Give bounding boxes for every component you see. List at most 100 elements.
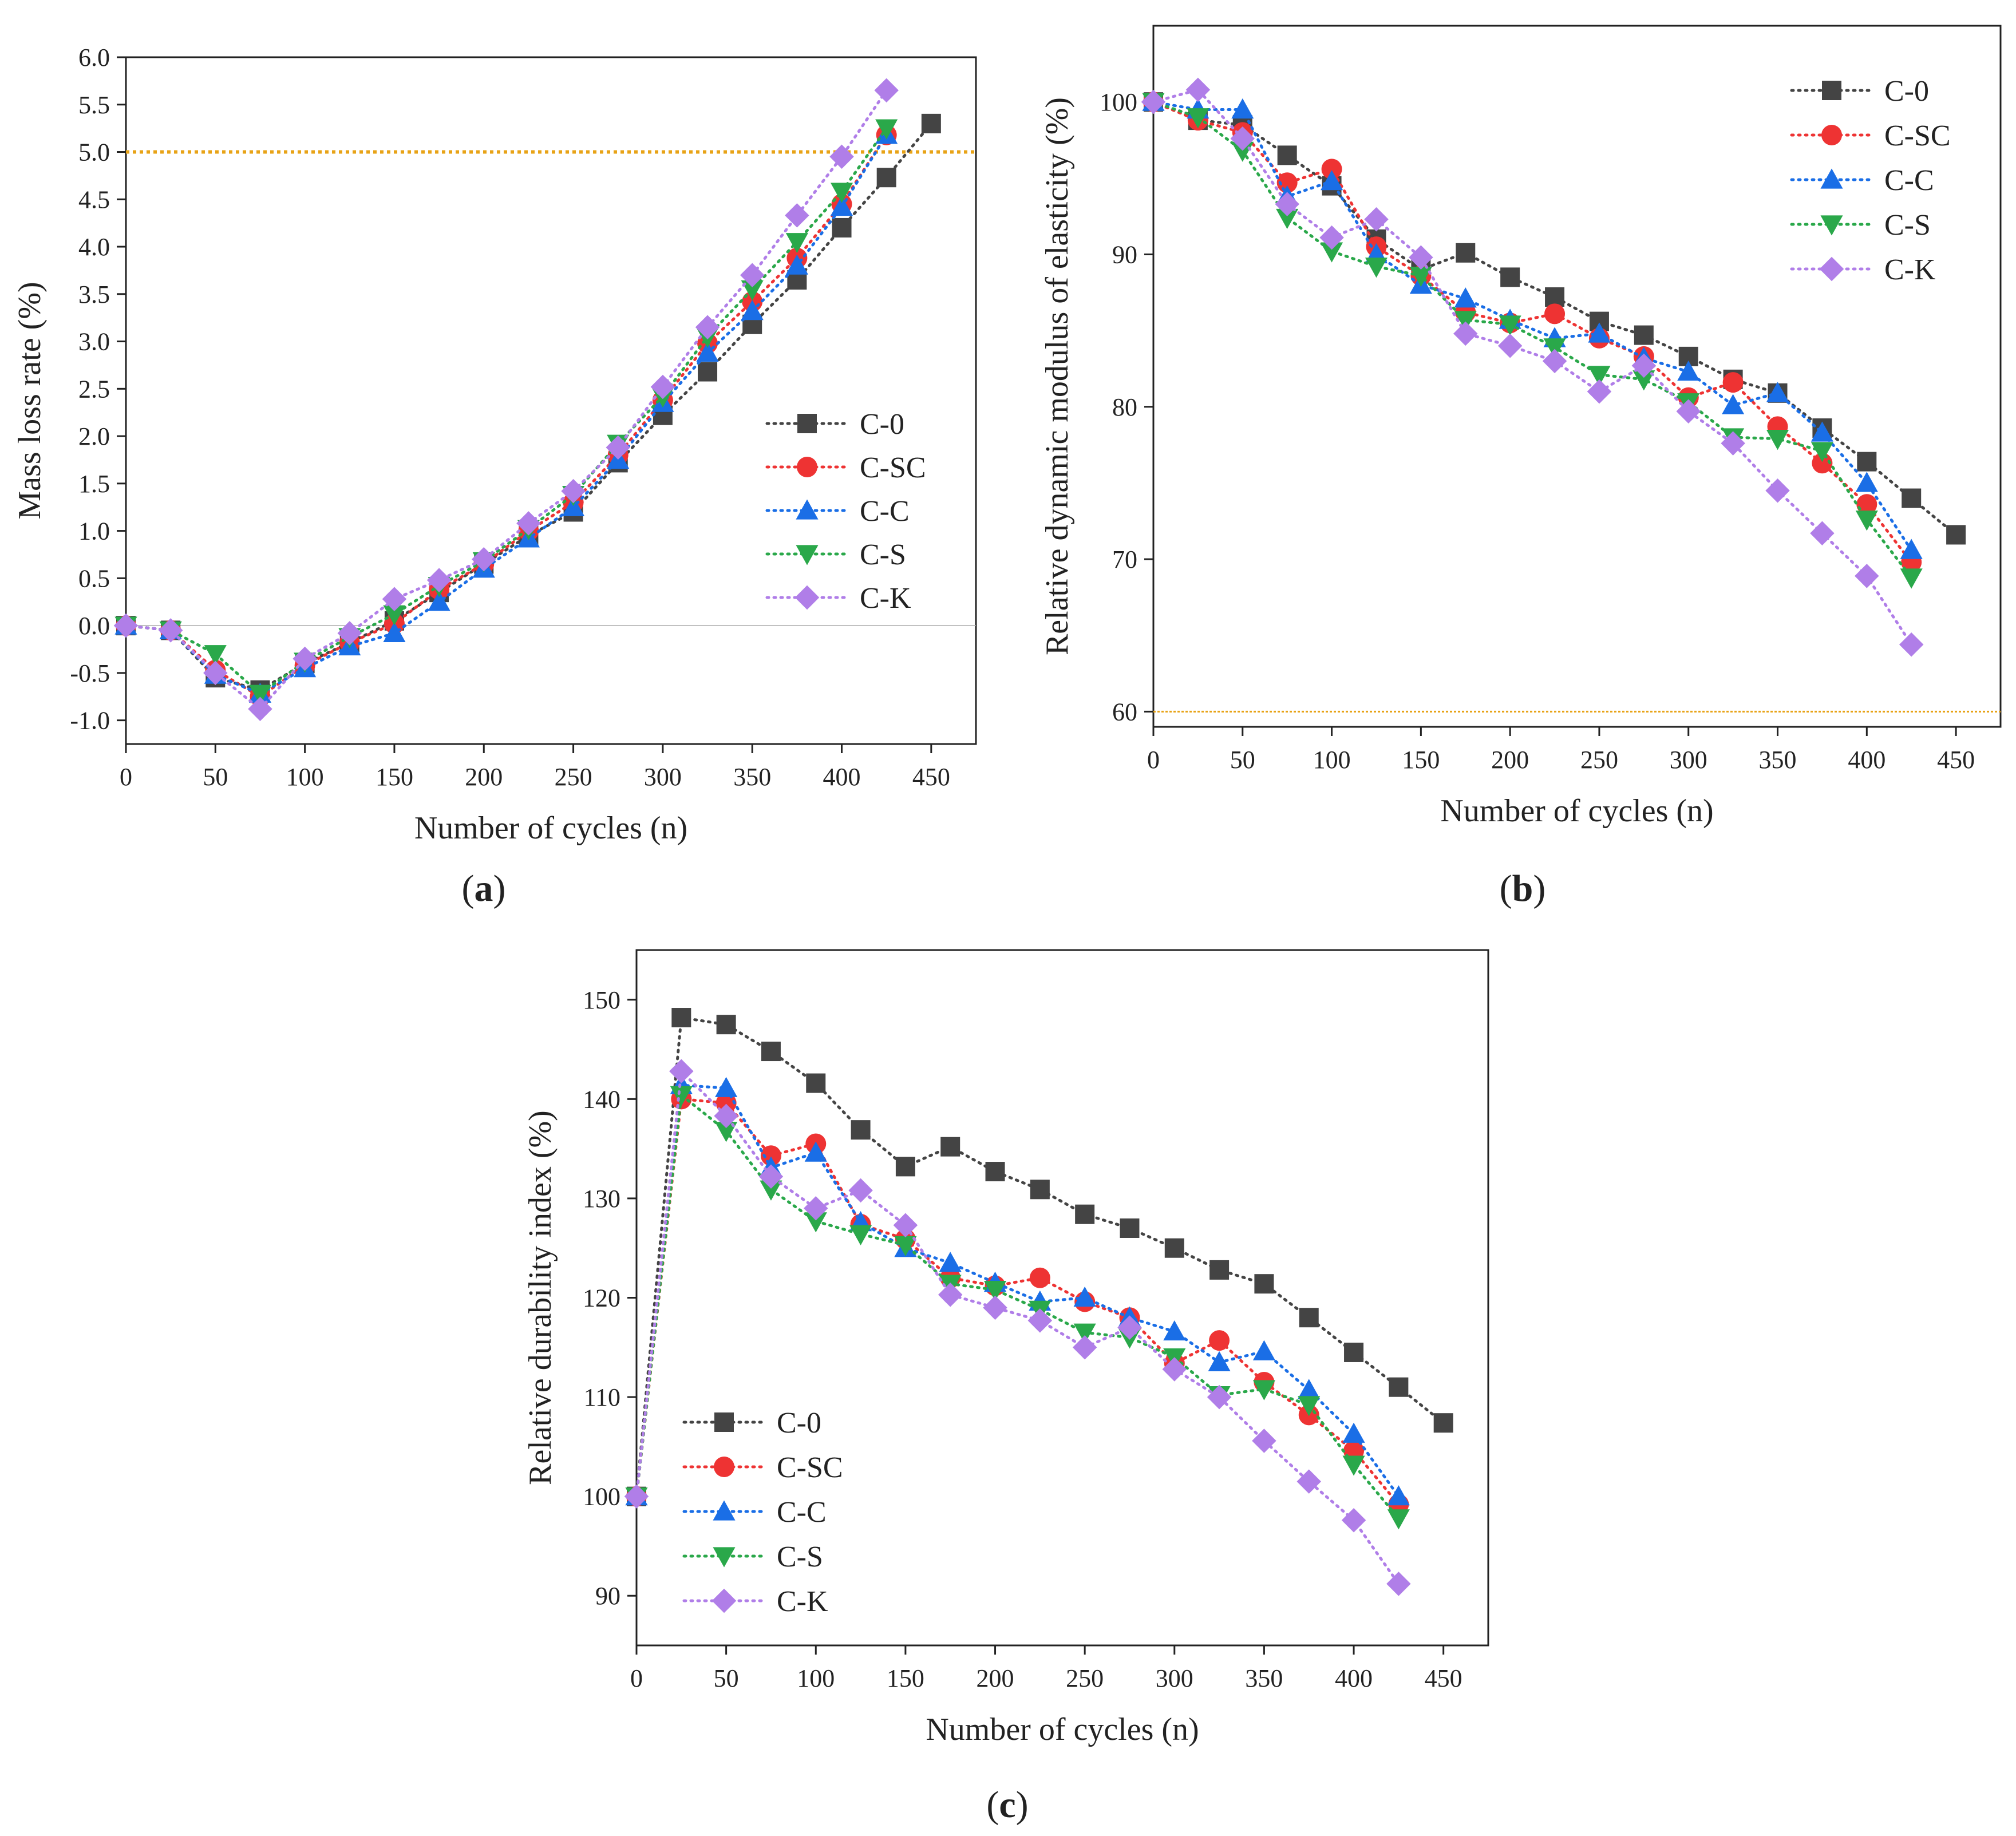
data-point-c-k <box>1275 192 1299 216</box>
data-point-c-k <box>1364 207 1389 232</box>
series-c-0 <box>627 1008 1453 1506</box>
data-point-c-k <box>516 511 541 536</box>
x-tick-label: 400 <box>1848 746 1885 774</box>
x-tick-label: 50 <box>714 1664 739 1692</box>
y-tick-label: 150 <box>583 986 620 1014</box>
data-point-c-0 <box>1120 1218 1140 1238</box>
data-point-c-c <box>562 496 585 516</box>
legend-marker-c-s <box>796 545 819 565</box>
y-axis-title: Relative dynamic modulus of elasticity (… <box>1039 97 1075 655</box>
legend-marker-c-s <box>713 1547 736 1568</box>
legend-marker-c-c <box>1820 168 1843 189</box>
data-point-c-k <box>1631 353 1657 378</box>
data-point-c-sc <box>1321 159 1342 180</box>
data-point-c-s <box>1298 1396 1321 1416</box>
data-point-c-k <box>695 315 720 339</box>
data-point-c-k <box>758 1164 784 1189</box>
data-point-c-s <box>1342 1455 1365 1476</box>
x-tick-label: 100 <box>1313 746 1351 774</box>
y-tick-label: 140 <box>583 1085 620 1113</box>
series-c-k <box>624 1059 1411 1596</box>
data-point-c-0 <box>761 1042 781 1062</box>
data-point-c-c <box>1231 98 1254 119</box>
data-point-c-c <box>1677 360 1700 381</box>
data-point-c-k <box>624 1484 649 1509</box>
series-line-c-s <box>1152 100 1913 579</box>
y-tick-label: 120 <box>583 1284 620 1312</box>
legend-label-c-0: C-0 <box>860 408 904 441</box>
data-point-c-c <box>1900 539 1923 559</box>
data-point-c-sc <box>1812 453 1833 474</box>
x-tick-label: 0 <box>630 1664 643 1692</box>
legend-label-c-c: C-C <box>777 1496 827 1529</box>
legend-label-c-s: C-S <box>777 1541 823 1573</box>
data-point-c-c <box>1766 382 1789 402</box>
data-point-c-k <box>1497 333 1523 358</box>
caption-c-letter: c <box>999 1784 1015 1826</box>
data-point-c-c <box>1588 322 1611 343</box>
data-point-c-0 <box>1277 145 1297 165</box>
data-point-c-k <box>337 621 362 646</box>
data-point-c-s <box>1454 311 1477 331</box>
x-axis-title: Number of cycles (n) <box>414 810 687 846</box>
series-line-c-c <box>1152 100 1913 552</box>
data-point-c-s <box>248 684 272 705</box>
data-point-c-s <box>1811 442 1833 462</box>
series-c-s <box>114 119 898 705</box>
data-point-c-0 <box>698 362 718 382</box>
data-point-c-0 <box>876 168 896 188</box>
data-point-c-0 <box>851 1120 871 1140</box>
series-line-c-s <box>635 1092 1400 1520</box>
y-tick-label: -1.0 <box>70 707 110 735</box>
data-point-c-c <box>1208 1351 1231 1371</box>
series-c-c <box>114 124 898 703</box>
x-tick-label: 400 <box>1335 1664 1373 1692</box>
data-point-c-0 <box>985 1162 1005 1182</box>
data-point-c-c <box>1252 1340 1275 1360</box>
data-point-c-c <box>830 195 853 216</box>
x-tick-label: 0 <box>1147 746 1160 774</box>
data-point-c-s <box>1387 1509 1410 1530</box>
data-point-c-0 <box>1344 1342 1364 1362</box>
data-point-c-k <box>1721 431 1745 456</box>
y-tick-label: 5.5 <box>78 91 110 119</box>
series-c-sc <box>116 124 897 707</box>
data-point-c-k <box>1072 1335 1097 1360</box>
data-point-c-0 <box>1389 1377 1409 1397</box>
data-point-c-s <box>983 1280 1007 1301</box>
data-point-c-0 <box>1500 267 1520 287</box>
data-point-c-k <box>1676 399 1701 424</box>
data-point-c-k <box>829 144 854 169</box>
data-point-c-c <box>785 254 808 275</box>
y-tick-label: 1.0 <box>78 517 110 545</box>
data-point-c-c <box>804 1141 827 1162</box>
data-point-c-s <box>1855 511 1878 531</box>
y-tick-label: 3.5 <box>78 280 110 308</box>
data-point-c-k <box>1453 321 1478 346</box>
series-c-c <box>625 1074 1410 1506</box>
data-point-c-k <box>203 660 228 686</box>
data-point-c-c <box>383 622 406 642</box>
data-point-c-k <box>714 1103 738 1129</box>
data-point-c-k <box>1765 478 1790 503</box>
x-tick-label: 150 <box>1402 746 1440 774</box>
data-point-c-c <box>1454 287 1477 308</box>
legend-label-c-sc: C-SC <box>777 1451 843 1484</box>
legend-marker-c-k <box>1819 256 1844 282</box>
data-point-c-s <box>875 119 898 140</box>
y-tick-label: 60 <box>1112 698 1137 726</box>
legend: C-0 C-SC C-C C-S C-K <box>1790 75 1951 286</box>
y-tick-label: 90 <box>595 1582 620 1610</box>
data-point-c-0 <box>671 1008 691 1028</box>
data-point-c-s <box>715 1122 738 1142</box>
legend-marker-c-c <box>713 1500 736 1521</box>
data-point-c-c <box>1722 394 1745 414</box>
data-point-c-s <box>894 1236 917 1257</box>
x-tick-label: 300 <box>1670 746 1707 774</box>
data-point-c-k <box>893 1213 918 1238</box>
series-line-c-c <box>124 133 888 696</box>
x-tick-label: 350 <box>1245 1664 1283 1692</box>
data-point-c-k <box>382 587 407 612</box>
series-line-c-k <box>124 89 888 711</box>
x-tick-label: 150 <box>887 1664 924 1692</box>
